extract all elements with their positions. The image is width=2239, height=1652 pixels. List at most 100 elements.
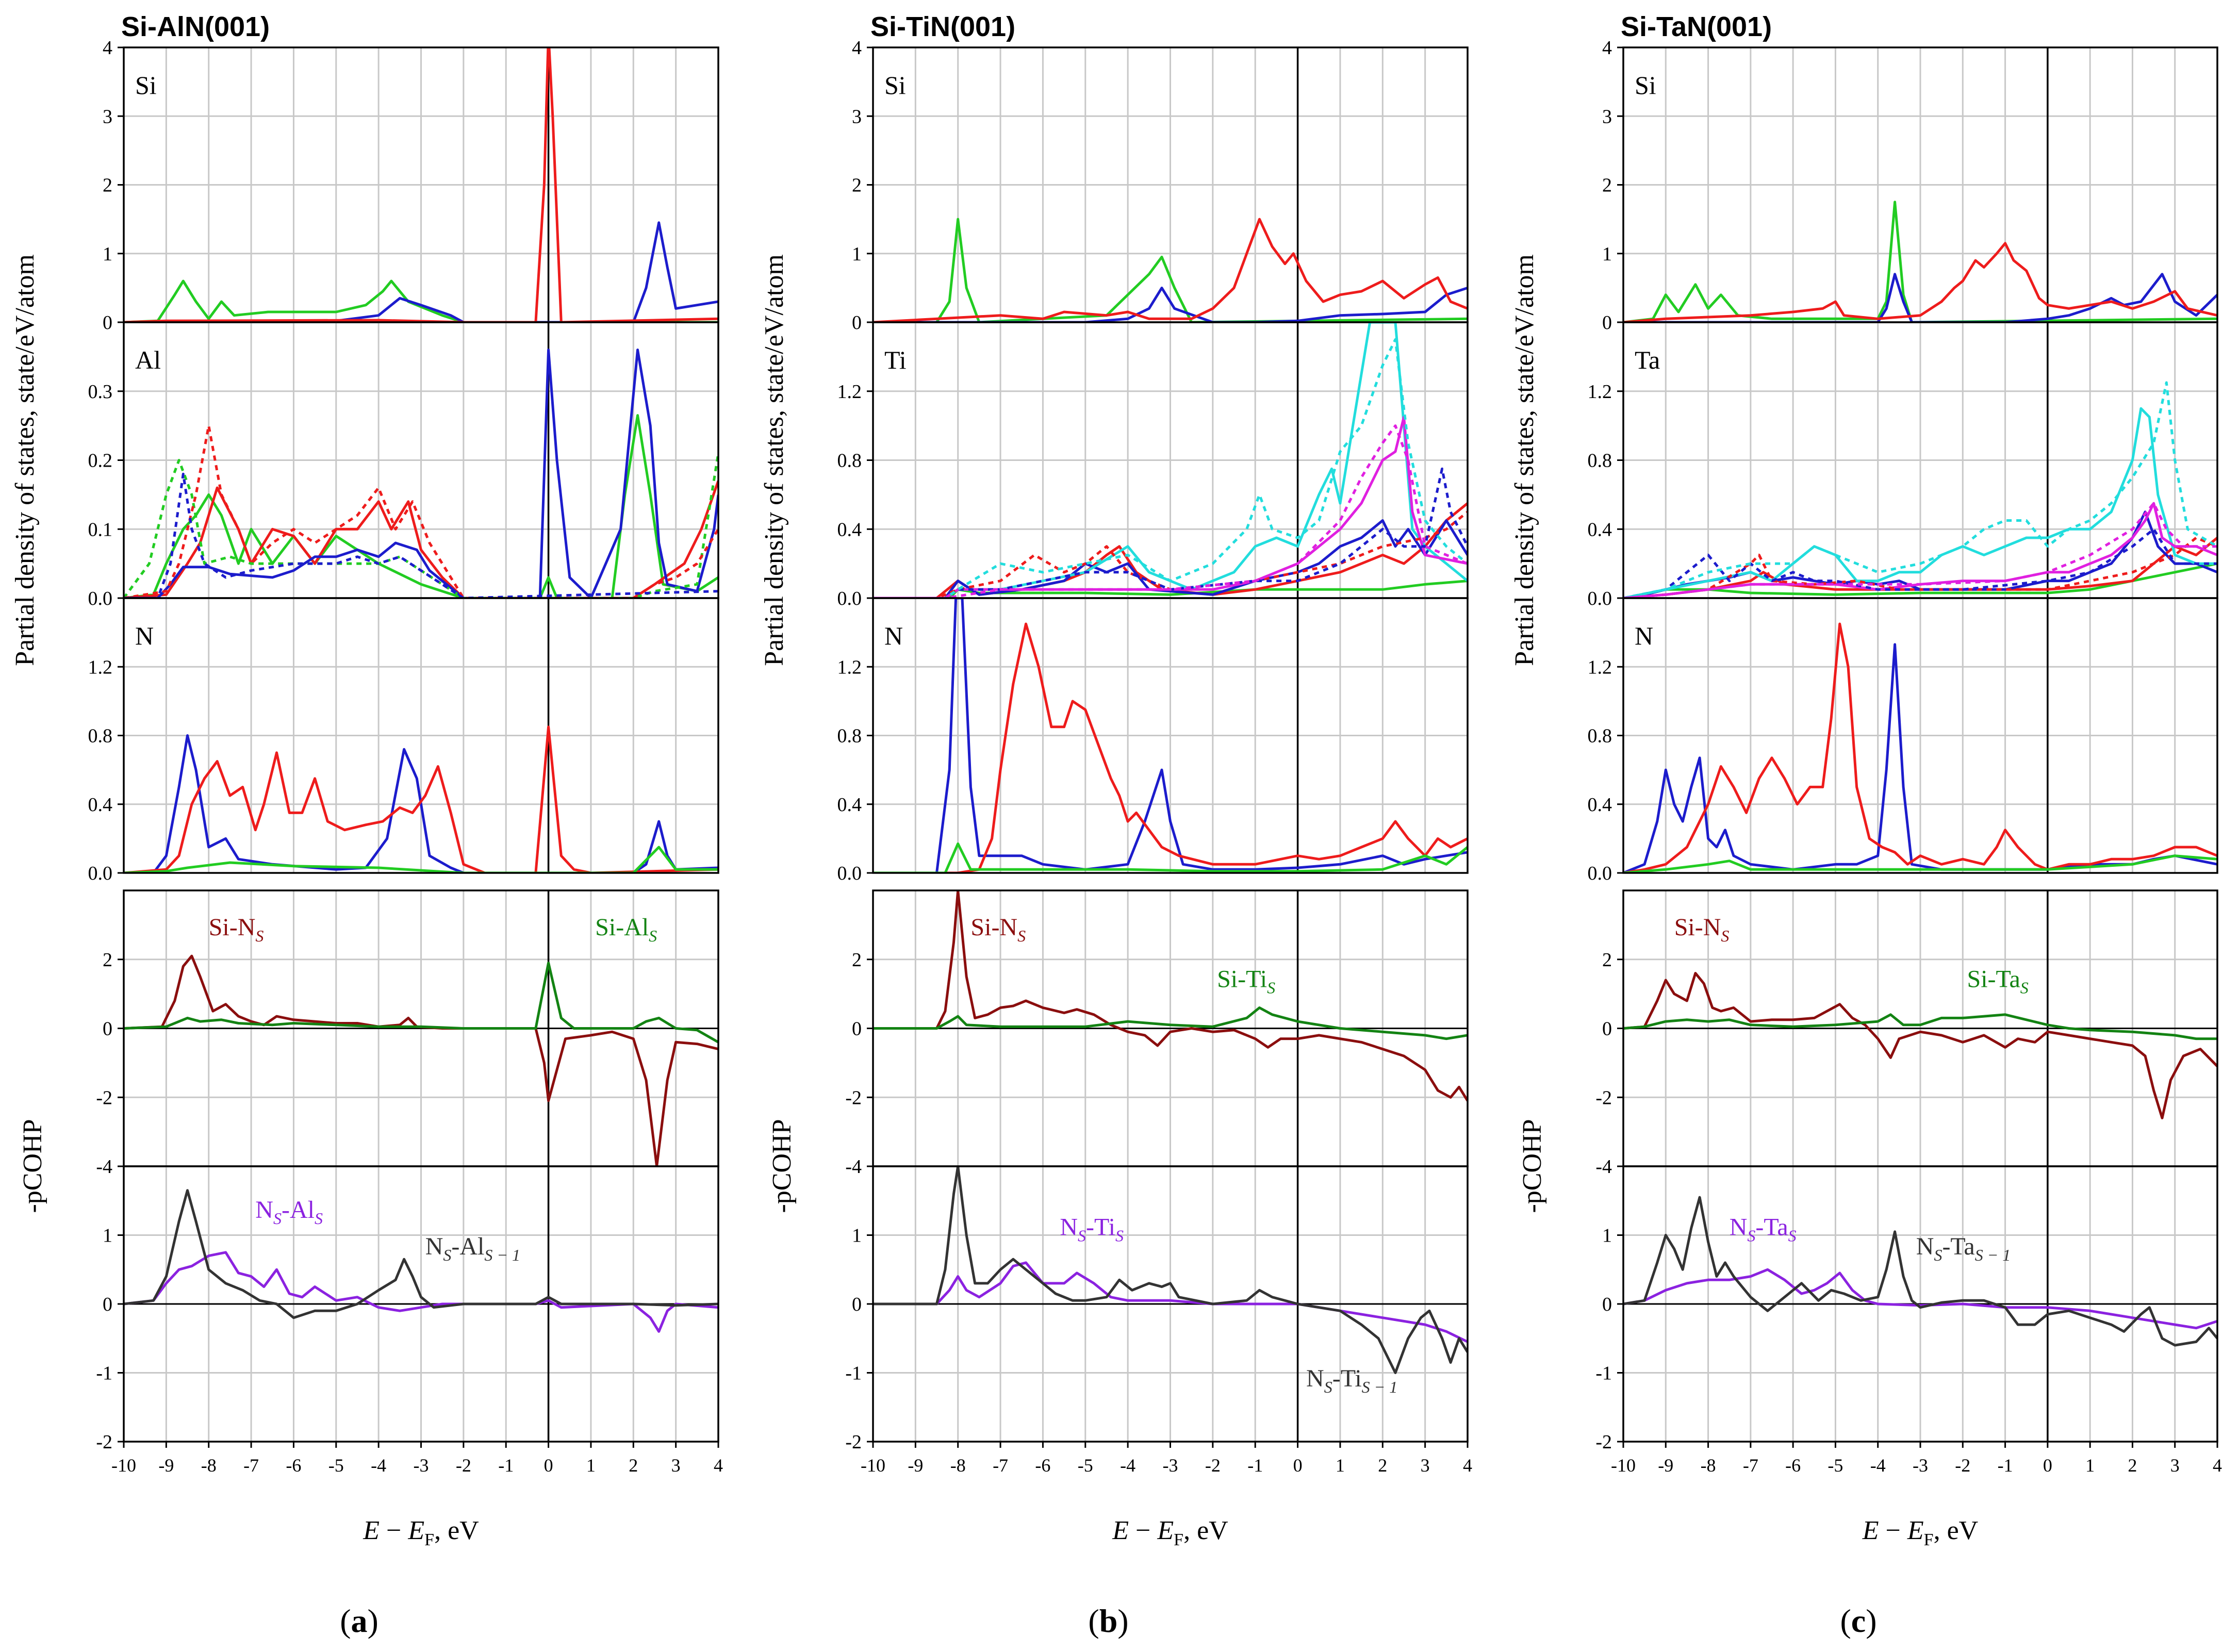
chart-a: Si-AlN(001)01234Si0.00.10.20.3Al0.00.40.… <box>10 11 723 1639</box>
x-label-ef: E <box>1907 1516 1924 1545</box>
annotation-label: Si-AlS <box>595 914 657 945</box>
x-tick-label: -10 <box>861 1455 885 1476</box>
annotation-main: -Ti <box>1332 1365 1362 1392</box>
y-tick-label: 0.8 <box>837 725 862 747</box>
series-line <box>1623 1196 2217 1347</box>
y-tick-label: 1 <box>852 243 862 265</box>
x-label-unit: , eV <box>1183 1516 1228 1545</box>
y-tick-label: 4 <box>103 37 112 59</box>
y-tick-label: 2 <box>103 175 112 196</box>
panel-label: Al <box>135 345 161 374</box>
y-tick-label: 0.4 <box>837 519 862 540</box>
y-tick-label: 1 <box>1602 243 1612 265</box>
series-line <box>873 842 1468 873</box>
y-tick-label: 0.4 <box>1588 794 1612 816</box>
annotation-main: Si-N <box>970 914 1017 941</box>
y-axis-label-dos: Partial density of states, state/eV/atom <box>760 254 789 666</box>
series-line <box>873 1261 1468 1343</box>
x-label-e: E <box>1112 1516 1129 1545</box>
annotation-main: Si-Ti <box>1217 965 1267 993</box>
y-tick-label: 4 <box>1602 37 1612 59</box>
annotation-label: NS-AlS − 1 <box>425 1233 520 1264</box>
annotation-label: Si-NS <box>1674 914 1730 945</box>
y-tick-label: 0.2 <box>88 450 113 472</box>
x-axis-label: E − EF, eV <box>363 1516 479 1549</box>
x-tick-label: 0 <box>1293 1455 1303 1476</box>
series-line <box>124 453 718 598</box>
series-line <box>1623 381 2217 598</box>
annotation-label: Si-NS <box>209 914 264 945</box>
series-line <box>873 218 1468 322</box>
y-axis-label-dos: Partial density of states, state/eV/atom <box>1510 254 1539 666</box>
y-tick-label: 0 <box>1602 1018 1612 1040</box>
y-tick-label: 3 <box>103 106 112 127</box>
x-tick-label: -8 <box>201 1455 217 1476</box>
series-group <box>1623 381 2217 598</box>
series-group <box>124 1189 718 1333</box>
x-tick-label: 3 <box>2170 1455 2180 1476</box>
y-tick-label: 0 <box>852 1018 862 1040</box>
panel-label: Si <box>135 71 157 100</box>
x-tick-label: -6 <box>1785 1455 1801 1476</box>
x-tick-label: -3 <box>414 1455 429 1476</box>
panel-label: Si <box>1635 71 1656 100</box>
panel-N: 0.0 0.4 0.8 1.2 N <box>88 597 719 884</box>
y-tick-label: 0.0 <box>837 863 862 884</box>
y-tick-label: -1 <box>96 1363 112 1384</box>
y-tick-label: 0 <box>103 1018 112 1040</box>
chart-title: Si-TiN(001) <box>870 11 1015 42</box>
y-tick-label: 1.2 <box>837 656 862 678</box>
y-tick-label: -4 <box>845 1156 862 1178</box>
series-line <box>1623 502 2217 598</box>
chart-title: Si-TaN(001) <box>1621 11 1772 42</box>
series-line <box>124 349 718 598</box>
x-tick-label: -1 <box>498 1455 514 1476</box>
panel-label: Ti <box>884 345 907 374</box>
y-tick-label: 0.0 <box>1588 588 1612 609</box>
annotation-sub: S <box>273 1209 282 1228</box>
series-line <box>124 954 718 1166</box>
annotation-main: -Ta <box>1942 1233 1974 1260</box>
x-tick-label: -1 <box>1998 1455 2013 1476</box>
series-line <box>873 1006 1468 1040</box>
x-label-ef-sub: F <box>1924 1530 1934 1549</box>
annotation-main: Si-N <box>1674 914 1721 941</box>
y-tick-label: 0.0 <box>1588 863 1612 884</box>
panel-label: N <box>135 621 154 650</box>
annotation-main: N <box>255 1196 273 1224</box>
annotation-sub: S <box>1078 1227 1086 1245</box>
annotation-main: -Ti <box>1086 1214 1115 1241</box>
series-line <box>873 622 1468 873</box>
annotation-sub: S <box>1721 927 1729 945</box>
series-line <box>124 961 718 1044</box>
panel-Al: 0.0 0.1 0.2 0.3 Al <box>88 321 719 609</box>
series-line <box>1623 527 2217 598</box>
annotation-sub: S − 1 <box>1975 1246 2011 1264</box>
chart-b: Si-TiN(001)01234Si0.00.40.81.2Ti0.00.40.… <box>760 11 1472 1639</box>
annotation-sub: S <box>1747 1227 1755 1245</box>
y-tick-label: 2 <box>1602 949 1612 971</box>
series-line <box>873 338 1468 598</box>
y-axis-label-dos: Partial density of states, state/eV/atom <box>10 254 40 666</box>
x-tick-label: 2 <box>2128 1455 2137 1476</box>
series-line <box>873 890 1468 1102</box>
series-group <box>1623 1196 2217 1347</box>
panel-label: Si <box>884 71 906 100</box>
annotation-label: NS-AlS <box>255 1196 323 1228</box>
series-line <box>124 846 718 873</box>
panel-N: 0.0 0.4 0.8 1.2 N <box>837 597 1469 884</box>
panel-Si: 0 1 2 3 4 Si <box>1602 37 2218 334</box>
y-tick-label: -2 <box>96 1087 112 1109</box>
y-axis-label-cohp: -pCOHP <box>18 1119 47 1213</box>
annotation-main: Si-Ta <box>1967 965 2020 993</box>
x-tick-label: -4 <box>1870 1455 1886 1476</box>
panel-caption: (a) <box>340 1603 378 1639</box>
y-tick-label: 0.3 <box>88 381 113 403</box>
y-tick-label: -2 <box>1595 1431 1612 1453</box>
y-tick-label: 0.4 <box>1588 519 1612 540</box>
x-tick-label: -6 <box>1035 1455 1050 1476</box>
annotation-main: N <box>1730 1214 1748 1241</box>
x-tick-label: -10 <box>111 1455 136 1476</box>
